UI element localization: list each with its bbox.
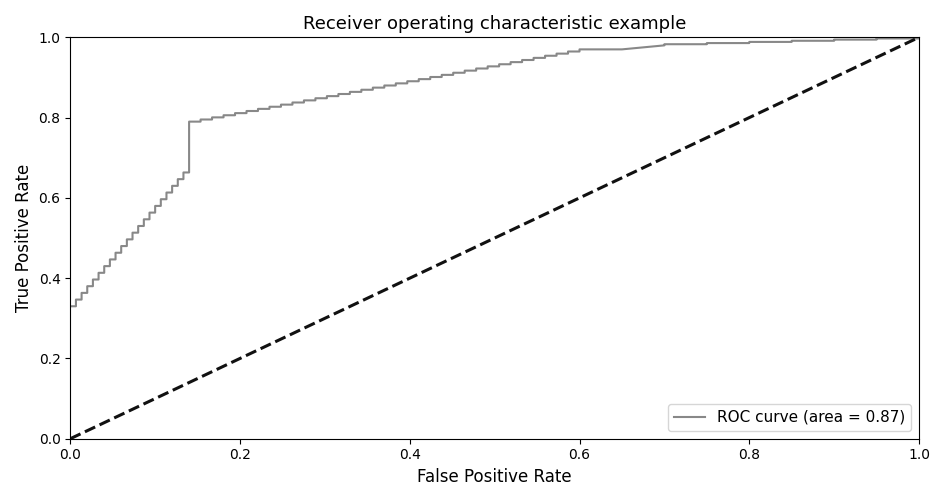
ROC curve (area = 0.87) [206, 117, 217, 123]
Title: Receiver operating characteristic example: Receiver operating characteristic exampl… [303, 15, 685, 33]
ROC curve (area = 0.87) [912, 35, 923, 41]
ROC curve (area = 0.87) [229, 110, 241, 116]
ROC curve (area = 0.87) [562, 51, 573, 57]
Line: ROC curve (area = 0.87): ROC curve (area = 0.87) [70, 38, 918, 306]
ROC curve (area = 0.87) [785, 38, 797, 44]
ROC curve (area = 0.87) [155, 203, 166, 209]
X-axis label: False Positive Rate: False Positive Rate [417, 468, 571, 486]
Y-axis label: True Positive Rate: True Positive Rate [15, 164, 33, 312]
ROC curve (area = 0.87) [310, 95, 321, 101]
ROC curve (area = 0.87) [64, 303, 76, 309]
Legend: ROC curve (area = 0.87): ROC curve (area = 0.87) [667, 404, 910, 431]
